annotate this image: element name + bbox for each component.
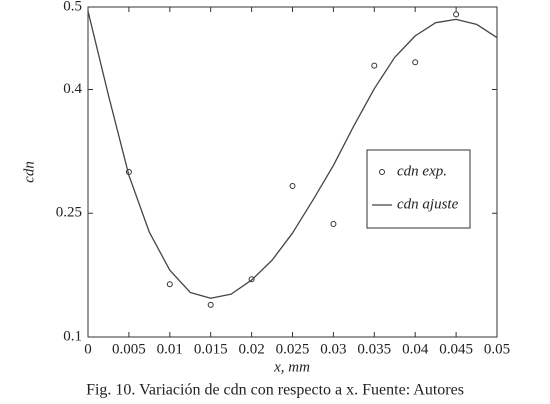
caption: Fig. 10. Variación de cdn con respecto a…: [86, 382, 464, 399]
x-tick-label: 0.035: [357, 341, 391, 357]
y-tick-label: 0.4: [63, 81, 82, 97]
fit-line: [87, 10, 498, 299]
legend-box: [366, 149, 471, 229]
data-point: [248, 276, 255, 283]
data-point: [330, 220, 337, 227]
x-tick-label: 0.01: [157, 341, 183, 357]
y-tick-label: 0.25: [56, 205, 82, 221]
data-point: [207, 301, 214, 308]
x-tick-label: 0.04: [402, 341, 429, 357]
x-tick-label: 0.02: [238, 341, 264, 357]
x-tick-label: 0.025: [276, 341, 310, 357]
x-tick-label: 0.005: [112, 341, 146, 357]
x-tick-label: 0.015: [194, 341, 228, 357]
x-tick-label: 0.045: [439, 341, 473, 357]
legend-label: cdn exp.: [397, 163, 447, 179]
legend-marker: [379, 169, 385, 175]
data-point: [166, 281, 173, 288]
x-tick-label: 0: [84, 341, 92, 357]
legend-label: cdn ajuste: [397, 196, 459, 212]
data-point: [371, 62, 378, 69]
x-tick-label: 0.05: [484, 341, 510, 357]
data-point: [453, 11, 460, 18]
data-point: [289, 183, 296, 190]
y-axis-label: cdn: [21, 161, 37, 183]
x-axis-label: x, mm: [273, 359, 310, 375]
data-point: [412, 59, 419, 66]
x-tick-label: 0.03: [320, 341, 346, 357]
y-tick-label: 0.1: [63, 328, 82, 344]
y-tick-label: 0.5: [63, 0, 82, 14]
